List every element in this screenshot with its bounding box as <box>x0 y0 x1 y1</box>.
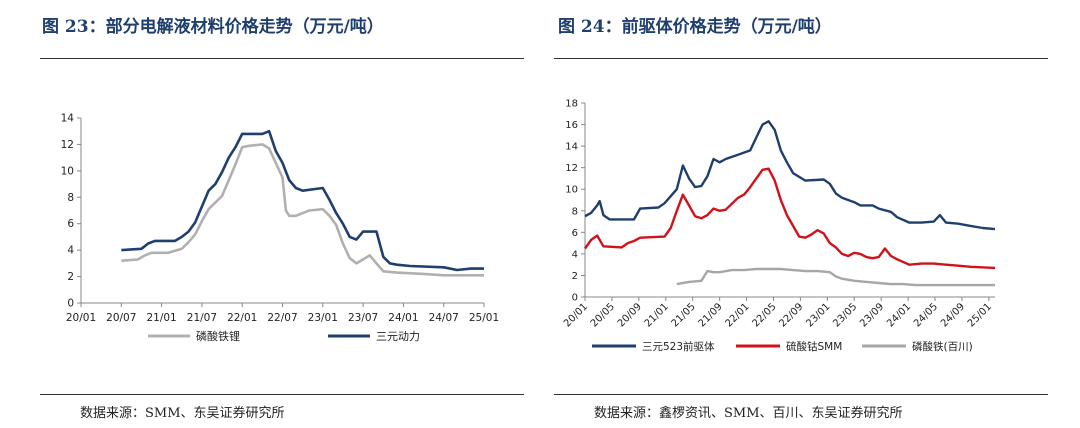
x-tick-label: 20/07 <box>106 312 136 324</box>
x-tick-label: 24/01 <box>388 312 418 324</box>
x-tick-label: 21/01 <box>643 301 671 329</box>
x-tick-label: 22/01 <box>227 312 257 324</box>
series-line <box>121 129 484 272</box>
electrolyte-materials-price-chart: 0 2 4 6 8 10 12 14 20/01 20/07 21/01 21/07 22/01 22/0… <box>61 113 500 344</box>
series-line <box>676 267 995 287</box>
series-line <box>584 120 996 231</box>
figure-24-top-rule <box>554 58 1048 59</box>
x-tick-label: 20/09 <box>616 301 644 329</box>
y-tick-label: 18 <box>565 99 578 110</box>
x-tick-label: 24/01 <box>885 301 913 329</box>
x-tick-label: 25/01 <box>966 301 994 329</box>
y-tick-label: 2 <box>572 271 578 282</box>
precursor-price-chart: 0 2 4 6 8 10 12 14 16 18 20/0120/0520/0921/0121/05… <box>562 99 996 353</box>
x-tick-label: 22/07 <box>267 312 297 324</box>
figure-23-top-rule <box>40 58 524 59</box>
y-tick-label: 8 <box>67 192 74 204</box>
figure-24-title: 图 24：前驱体价格走势（万元/吨） <box>558 17 832 37</box>
x-tick-label: 22/05 <box>750 301 778 329</box>
y-tick-label: 12 <box>565 163 578 174</box>
y-tick-label: 4 <box>572 249 578 260</box>
figure-24-bottom-rule <box>554 394 1048 395</box>
x-tick-label: 25/01 <box>469 312 499 324</box>
legend-label: 硫酸钴SMM <box>786 340 842 353</box>
y-tick-label: 14 <box>61 113 75 125</box>
x-tick-label: 22/01 <box>724 301 752 329</box>
y-tick-label: 0 <box>67 298 74 310</box>
y-tick-label: 14 <box>565 142 578 153</box>
legend-label: 三元523前驱体 <box>642 340 715 353</box>
x-tick-label: 20/05 <box>589 301 617 329</box>
y-tick-label: 0 <box>572 293 578 304</box>
figure-24-source: 数据来源：鑫椤资讯、SMM、百川、东吴证券研究所 <box>594 406 903 421</box>
y-tick-label: 10 <box>61 165 74 177</box>
x-tick-label: 24/07 <box>429 312 459 324</box>
x-tick-label: 21/07 <box>187 312 217 324</box>
y-tick-label: 12 <box>61 139 74 151</box>
y-tick-label: 10 <box>565 185 578 196</box>
x-tick-label: 20/01 <box>562 301 590 329</box>
x-tick-label: 23/07 <box>348 312 378 324</box>
x-tick-label: 23/09 <box>858 301 886 329</box>
series-line <box>121 143 484 277</box>
y-tick-label: 8 <box>572 206 578 217</box>
x-tick-label: 23/01 <box>804 301 832 329</box>
x-tick-label: 24/09 <box>939 301 967 329</box>
y-tick-label: 6 <box>572 228 578 239</box>
y-tick-label: 16 <box>565 120 578 131</box>
x-tick-label: 21/01 <box>146 312 176 324</box>
y-tick-label: 2 <box>67 271 74 283</box>
legend-label: 三元动力 <box>376 330 420 343</box>
x-tick-label: 22/09 <box>777 301 805 329</box>
x-tick-label: 24/05 <box>912 301 940 329</box>
legend-label: 磷酸铁锂 <box>196 329 240 343</box>
y-tick-label: 6 <box>67 218 74 230</box>
x-tick-label: 23/05 <box>831 301 859 329</box>
figure-23-bottom-rule <box>40 394 524 395</box>
x-tick-label: 21/05 <box>670 301 698 329</box>
figure-23-title: 图 23：部分电解液材料价格走势（万元/吨） <box>42 17 384 37</box>
legend-label: 磷酸铁(百川) <box>912 340 973 353</box>
x-tick-label: 20/01 <box>66 312 96 324</box>
x-tick-label: 23/01 <box>308 312 338 324</box>
series-line <box>584 167 996 270</box>
x-tick-label: 21/09 <box>697 301 725 329</box>
figure-23-source: 数据来源：SMM、东吴证券研究所 <box>80 406 285 421</box>
y-tick-label: 4 <box>67 245 74 257</box>
